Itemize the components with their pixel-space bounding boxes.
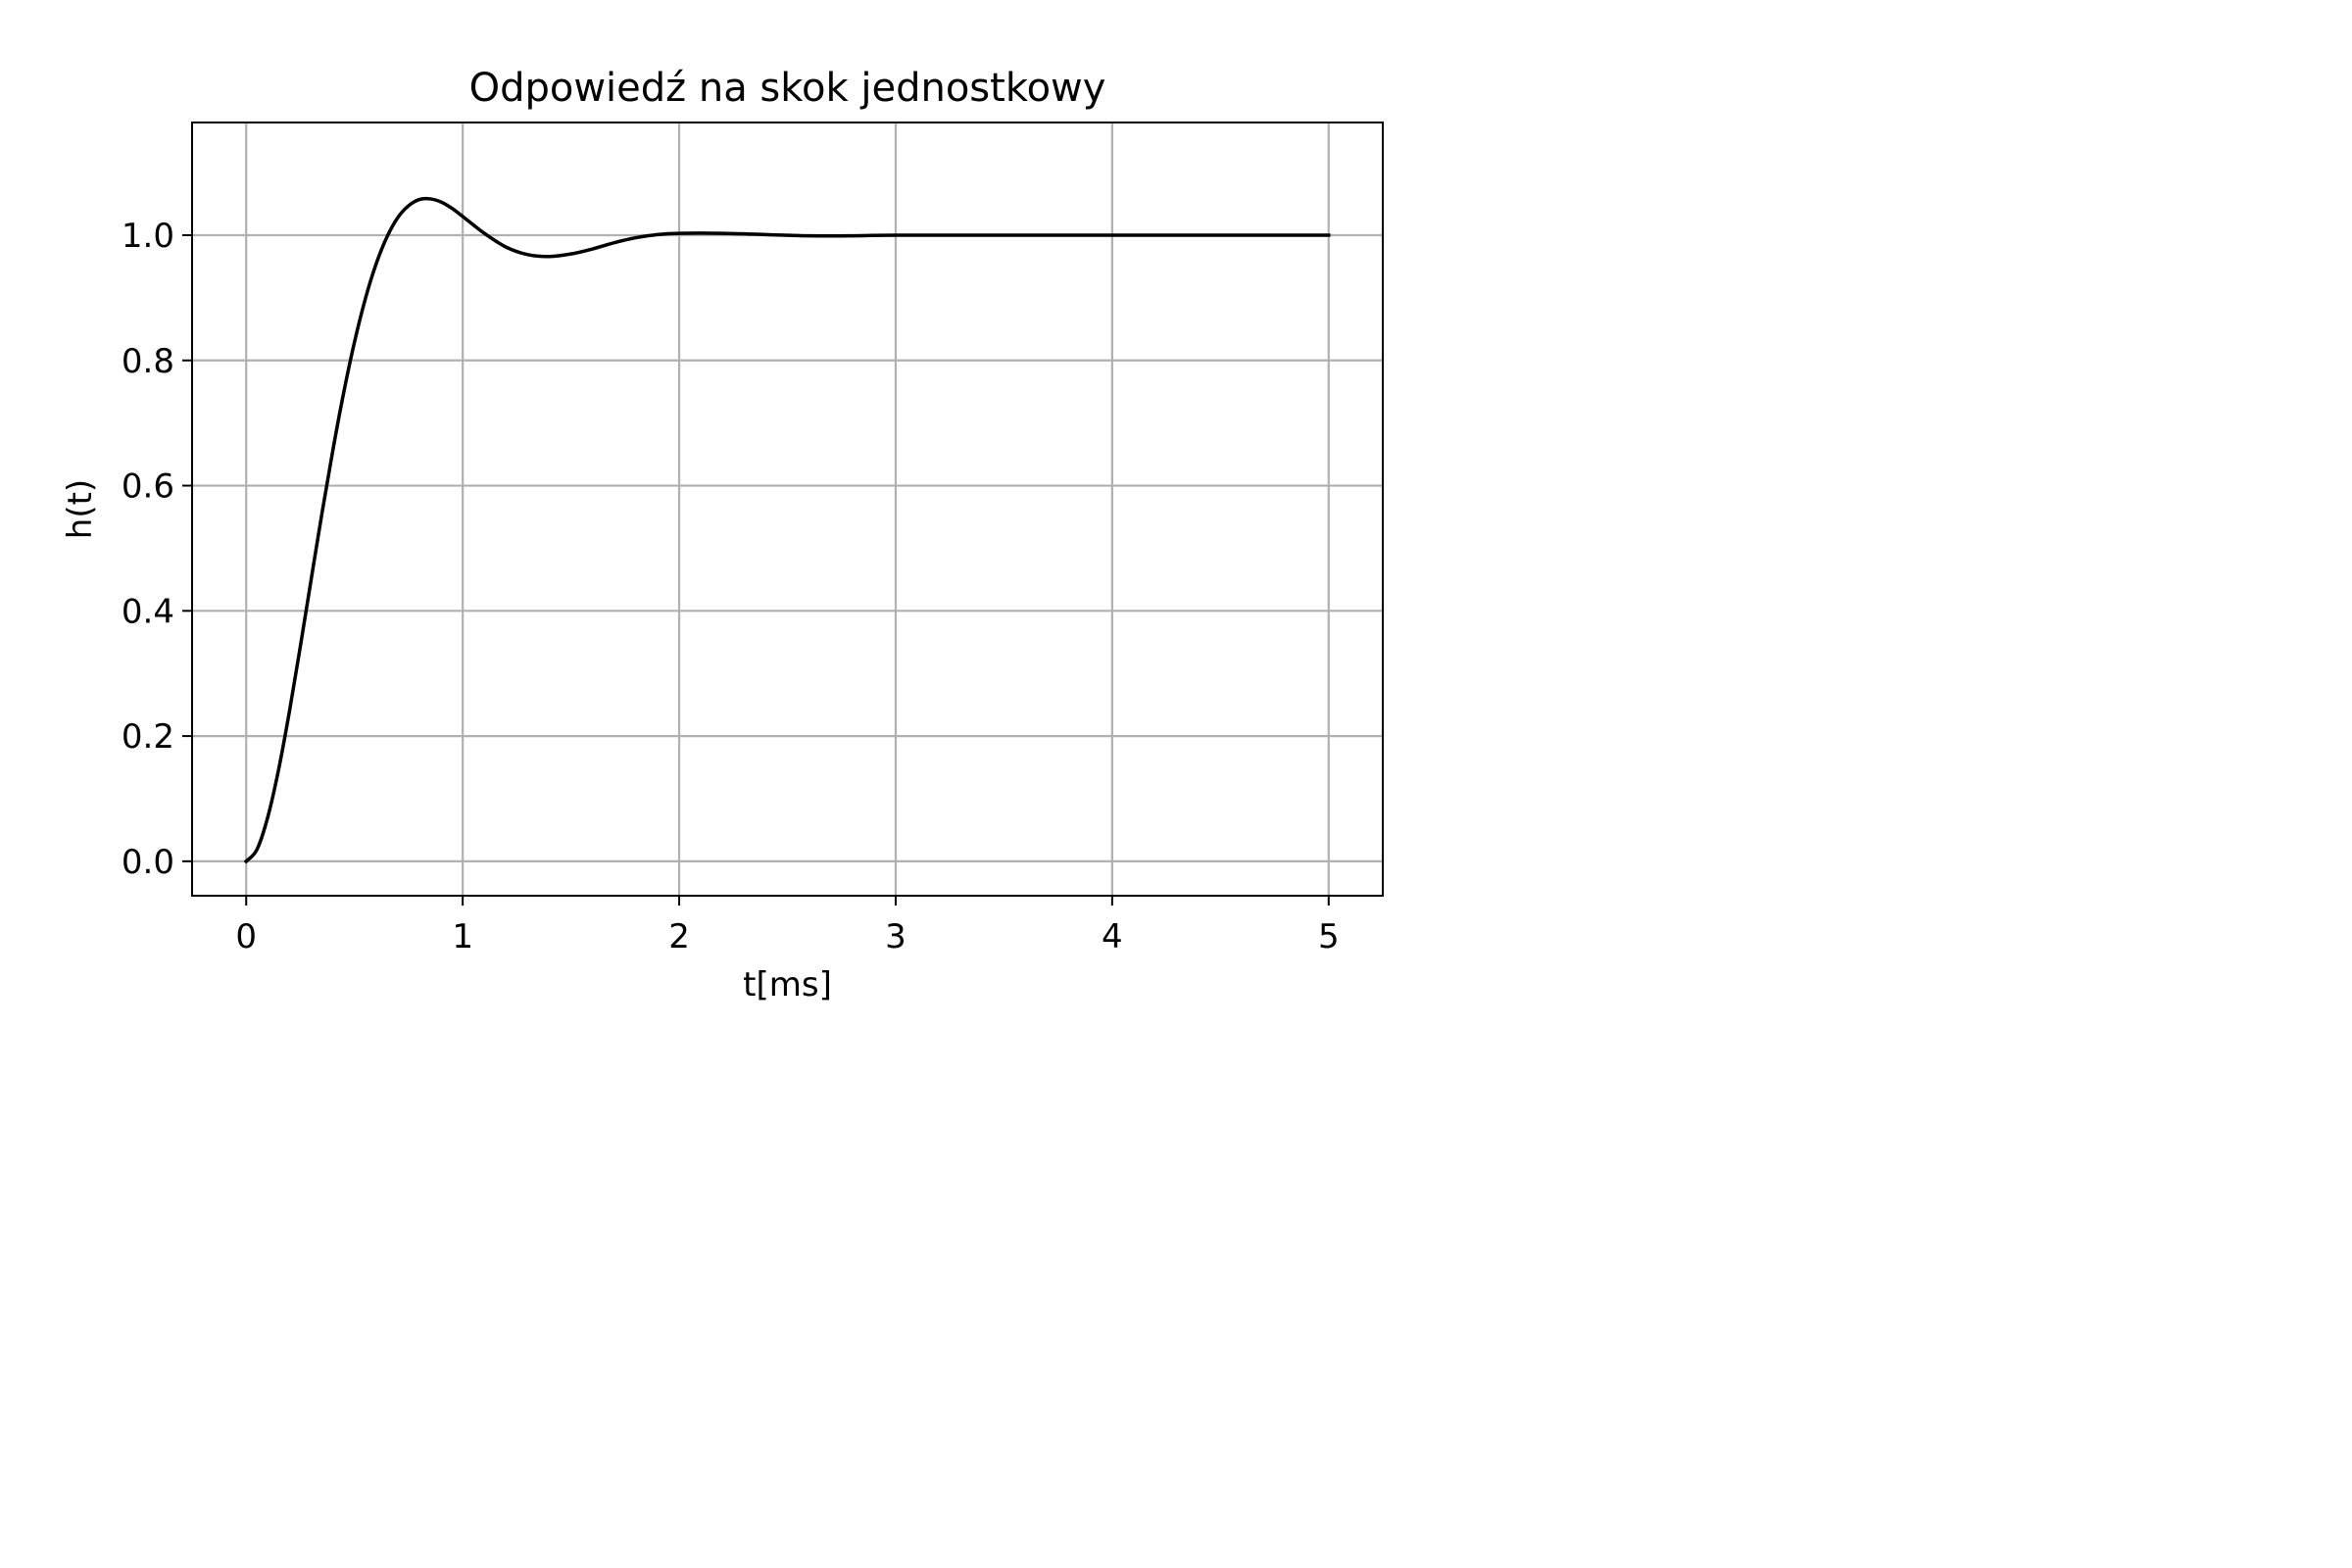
chart-background <box>0 0 1529 1019</box>
series-line <box>243 196 1331 864</box>
x-tick-label: 0 <box>235 917 257 956</box>
y-tick-label: 0.2 <box>122 717 174 757</box>
ticks: 0 1 2 3 4 5 0.0 0.2 0.4 0.6 0.8 1.0 <box>122 217 1340 956</box>
x-tick-label: 4 <box>1102 917 1123 956</box>
y-tick-label: 0.6 <box>122 467 174 507</box>
step-response-chart: 0 1 2 3 4 5 0.0 0.2 0.4 0.6 0.8 1.0 Odpowiedź na sk… <box>0 0 1529 1019</box>
y-tick-label: 0.0 <box>122 843 174 882</box>
y-tick-label: 1.0 <box>122 217 174 256</box>
chart-container: 0 1 2 3 4 5 0.0 0.2 0.4 0.6 0.8 1.0 Odpowiedź na sk… <box>0 0 1529 1019</box>
y-tick-label: 0.4 <box>122 592 174 631</box>
plot-frame <box>191 122 1384 897</box>
x-tick-label: 1 <box>452 917 473 956</box>
x-tick-label: 2 <box>668 917 690 956</box>
x-tick-label: 3 <box>885 917 906 956</box>
x-tick-label: 5 <box>1318 917 1340 956</box>
y-axis-label: h(t) <box>61 479 100 539</box>
x-axis-label: t[ms] <box>743 965 832 1004</box>
grid <box>192 122 1383 896</box>
chart-title: Odpowiedź na skok jednostkowy <box>469 66 1106 111</box>
y-tick-label: 0.8 <box>122 342 174 381</box>
series-layer <box>243 196 1331 864</box>
